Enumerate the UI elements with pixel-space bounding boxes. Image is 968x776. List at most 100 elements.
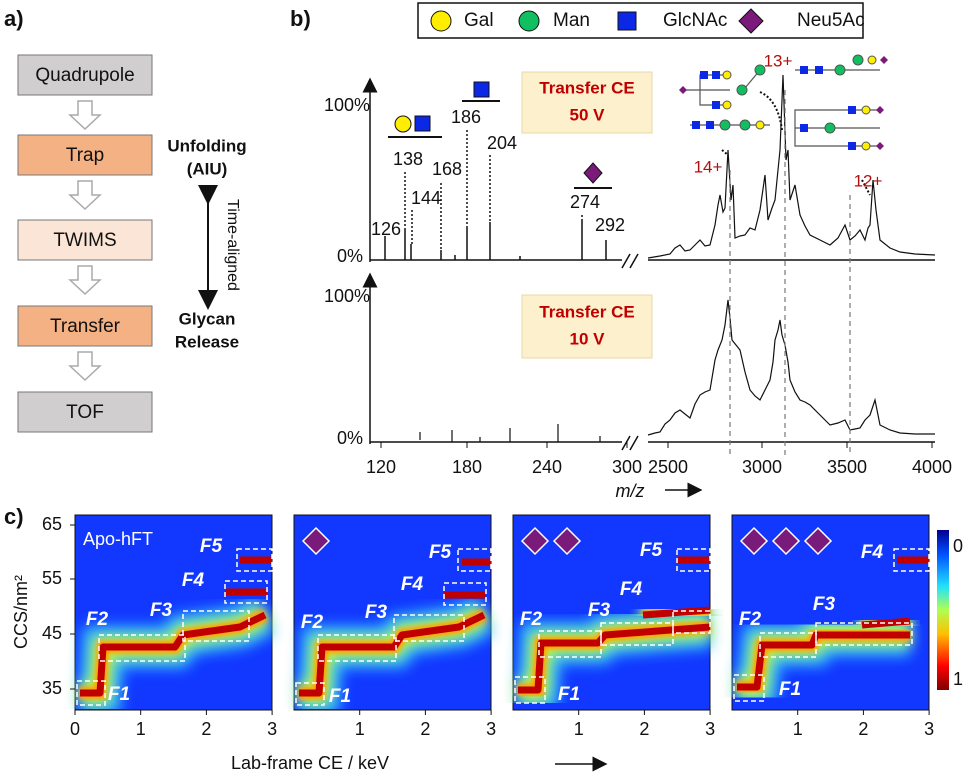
glcnac-icon (473, 81, 490, 98)
heatmap: F1 F2 F3 F4 1 2 3 (731, 514, 934, 739)
label: 300 (612, 457, 642, 477)
label: 292 (595, 215, 625, 235)
x-tick-label: 3 (267, 719, 277, 739)
neu5ac-icon (552, 526, 582, 556)
legend-box (417, 2, 864, 39)
axis-break (621, 253, 639, 451)
label: Time-aligned (224, 199, 241, 291)
label: 0% (337, 246, 363, 266)
label: CCS/nm² (11, 575, 31, 649)
neu5ac-icon (583, 162, 603, 184)
gal-icon (861, 105, 871, 115)
feature-box (443, 582, 487, 606)
label: 186 (451, 107, 481, 127)
feature-box (317, 634, 397, 662)
feature-label: F3 (365, 602, 388, 623)
flow-arrow (68, 180, 102, 211)
x-tick-label: 1 (793, 719, 803, 739)
stage-box (17, 391, 153, 433)
label: 55 (42, 568, 62, 588)
spectrum-peaks (384, 220, 607, 260)
neu5ac-icon (738, 8, 764, 34)
label: Quadrupole (35, 65, 134, 86)
feature-box (676, 548, 711, 572)
x-tick-label: 0 (70, 719, 80, 739)
man-icon (719, 119, 731, 131)
panel-label: b) (290, 6, 311, 31)
feature-label: F3 (588, 600, 611, 621)
intensity-peak (518, 623, 711, 694)
label: 100% (324, 286, 370, 306)
label: 35 (42, 678, 62, 698)
panel-label: a) (4, 6, 24, 31)
x-tick-label: 1 (136, 719, 146, 739)
feature-box (295, 682, 325, 706)
charge-guide (729, 90, 851, 455)
stage-box (17, 305, 153, 347)
label: Transfer CE (539, 302, 634, 321)
intensity-peak (737, 631, 910, 691)
gal-icon (430, 10, 452, 32)
colorbar (937, 530, 949, 690)
label: 3000 (742, 457, 782, 477)
man-icon (824, 122, 836, 134)
label: 45 (42, 623, 62, 643)
feature-label: F2 (739, 609, 762, 630)
feature-box (672, 610, 711, 634)
neu5ac-icon (739, 526, 769, 556)
x-tick-label: 2 (420, 719, 430, 739)
x-tick-label: 2 (639, 719, 649, 739)
feature-label: F4 (401, 574, 424, 595)
feature-box (733, 674, 765, 702)
feature-box (759, 632, 817, 658)
glcnac-icon (712, 101, 720, 109)
man-icon (739, 119, 751, 131)
label: 0% (337, 428, 363, 448)
label: GlcNAc (663, 10, 727, 31)
feature-label: F4 (620, 579, 643, 600)
glcnac-icon (800, 124, 808, 132)
feature-box (236, 548, 273, 572)
flow-arrow (68, 100, 102, 131)
feature-label: F4 (861, 542, 884, 563)
label: 240 (532, 457, 562, 477)
man-icon (518, 10, 540, 32)
glcnac-icon (617, 11, 637, 31)
man-icon (852, 54, 864, 66)
label: 100% (324, 95, 370, 115)
glcnac-icon (692, 121, 700, 129)
feature-box (514, 676, 546, 704)
label: 10 V (570, 329, 606, 348)
gal-icon (394, 115, 412, 133)
stage-box (17, 134, 153, 176)
glcnac-icon (414, 115, 431, 132)
label: m/z (616, 481, 645, 501)
glcnac-icon (848, 106, 856, 114)
intensity-peak (299, 611, 486, 697)
neu5ac-icon (803, 526, 833, 556)
flow-arrow (68, 265, 102, 296)
label: 0 (953, 536, 963, 556)
feature-label: F3 (813, 594, 836, 615)
label: 4000 (912, 457, 952, 477)
man-icon (754, 64, 766, 76)
feature-box (600, 622, 674, 646)
x-tick-label: 3 (705, 719, 715, 739)
man-icon (834, 64, 846, 76)
intensity-peak (80, 611, 267, 697)
label: 1 (953, 669, 963, 689)
spectrum-peaks (419, 424, 601, 442)
label: 138 (393, 149, 423, 169)
label: 13+ (764, 51, 793, 70)
label: TOF (66, 402, 104, 423)
gal-icon (755, 120, 765, 130)
feature-box (457, 548, 492, 572)
panel-a: a) (4, 6, 218, 310)
stage-box (17, 54, 153, 96)
intensity-peak (861, 617, 911, 629)
label: 65 (42, 514, 62, 534)
x-tick-label: 1 (355, 719, 365, 739)
